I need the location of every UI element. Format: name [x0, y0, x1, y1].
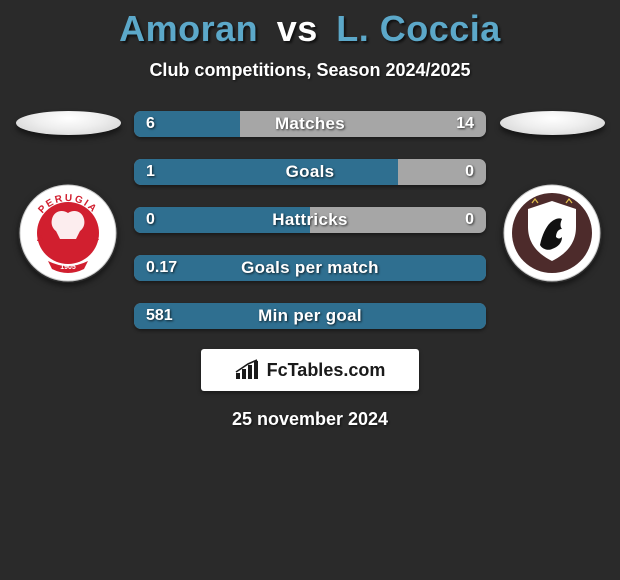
content-row: PERUGIA 1905 A C 614Matches 10Goals 00Hatt… — [0, 111, 620, 329]
left-club-crest: PERUGIA 1905 A C — [18, 183, 118, 283]
svg-text:A: A — [37, 233, 44, 243]
stat-bar: 614Matches — [134, 111, 486, 137]
card-title: Amoran vs L. Coccia — [0, 0, 620, 50]
comparison-card: Amoran vs L. Coccia Club competitions, S… — [0, 0, 620, 580]
player2-name: L. Coccia — [336, 8, 501, 49]
right-club-crest — [502, 183, 602, 283]
player1-name: Amoran — [119, 8, 258, 49]
stat-bar: 581Min per goal — [134, 303, 486, 329]
right-player-disc — [500, 111, 605, 135]
bars-chart-icon — [235, 359, 261, 381]
left-side: PERUGIA 1905 A C — [8, 111, 128, 283]
svg-text:1905: 1905 — [60, 264, 76, 271]
card-subtitle: Club competitions, Season 2024/2025 — [0, 60, 620, 81]
svg-text:C: C — [93, 233, 100, 243]
left-player-disc — [16, 111, 121, 135]
bar-label: Goals per match — [134, 255, 486, 281]
bar-label: Min per goal — [134, 303, 486, 329]
stat-bar: 0.17Goals per match — [134, 255, 486, 281]
bar-label: Hattricks — [134, 207, 486, 233]
brand-box[interactable]: FcTables.com — [201, 349, 419, 391]
bar-label: Goals — [134, 159, 486, 185]
right-side — [492, 111, 612, 283]
stat-bar: 10Goals — [134, 159, 486, 185]
stat-bars: 614Matches 10Goals 00Hattricks 0.17Goals pe… — [128, 111, 492, 329]
card-date: 25 november 2024 — [0, 409, 620, 430]
brand-text: FcTables.com — [267, 360, 386, 381]
perugia-crest-icon: PERUGIA 1905 A C — [18, 183, 118, 283]
right-crest-icon — [502, 183, 602, 283]
stat-bar: 00Hattricks — [134, 207, 486, 233]
bar-label: Matches — [134, 111, 486, 137]
vs-text: vs — [277, 8, 318, 49]
